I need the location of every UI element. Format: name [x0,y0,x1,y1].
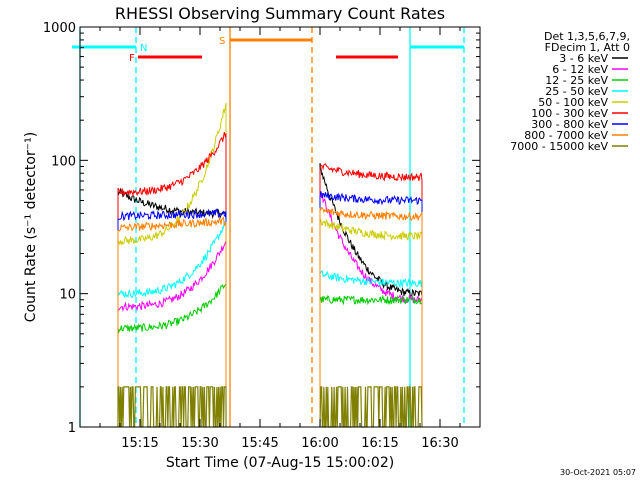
series-line-6-1 [319,191,423,427]
plot-area: NF S [72,27,465,428]
legend-entry-8: 7000 - 15000 keV [510,140,608,153]
y-tick-label-2: 100 [51,154,76,169]
legend: Det 1,3,5,6,7,9,FDecim 1, Att 03 - 6 keV… [510,30,630,153]
bar-label-N: N [140,43,147,54]
legend-entry-7: 800 - 7000 keV [524,129,608,142]
legend-entry-5: 100 - 300 keV [531,107,608,120]
legend-entry-4: 50 - 100 keV [538,96,608,109]
y-axis: 1 10 100 1000 [43,21,480,436]
series-line-1-1 [319,190,423,427]
series-line-7-0 [117,216,227,427]
x-tick-label-5: 16:30 [421,436,458,451]
x-tick-label-3: 16:00 [301,436,338,451]
x-axis-label: Start Time (07-Aug-15 15:00:02) [166,455,394,471]
bar-label-F: F [129,53,135,64]
series-line-6-0 [117,208,227,427]
series-line-4-1 [319,218,423,427]
series-line-8-0 [117,386,227,428]
series-line-3-0 [117,220,227,427]
legend-entry-3: 25 - 50 keV [545,85,608,98]
x-axis: 15:15 15:30 15:45 16:00 16:15 16:30 [79,27,481,451]
y-tick-label-3: 1000 [43,21,76,36]
series-line-7-1 [319,207,423,427]
legend-entry-6: 300 - 800 keV [531,118,608,131]
y-tick-label-1: 10 [59,288,76,303]
series-line-5-0 [117,131,227,427]
series-line-2-0 [117,282,227,427]
series-line-8-1 [319,386,423,428]
bar-label-S: S [219,36,225,47]
x-tick-label-0: 15:15 [121,436,158,451]
x-tick-label-4: 16:15 [361,436,398,451]
legend-entry-1: 6 - 12 keV [552,63,608,76]
series-line-2-1 [319,294,423,427]
x-tick-label-1: 15:30 [181,436,218,451]
y-tick-label-0: 1 [68,421,76,436]
chart-title: RHESSI Observing Summary Count Rates [115,4,445,23]
legend-header-1: FDecim 1, Att 0 [545,41,630,54]
legend-header-0: Det 1,3,5,6,7,9, [544,30,630,43]
y-axis-label: Count Rate (s⁻¹ detector⁻¹) [23,132,39,322]
legend-entry-0: 3 - 6 keV [559,52,608,65]
footer-timestamp: 30-Oct-2021 05:07 [560,468,636,477]
series-line-5-1 [319,163,423,427]
series-line-3-1 [319,270,423,427]
x-tick-label-2: 15:45 [241,436,278,451]
series-line-1-0 [117,241,227,427]
legend-entry-2: 12 - 25 keV [545,74,608,87]
